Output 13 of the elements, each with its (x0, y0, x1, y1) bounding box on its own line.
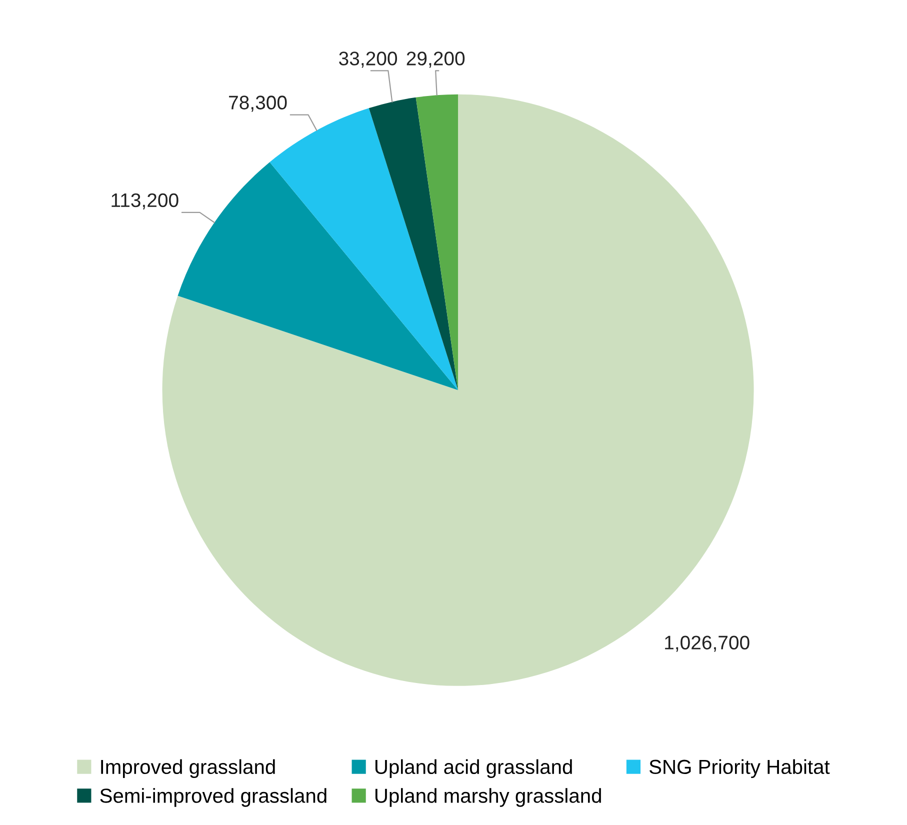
pie-slice (178, 162, 458, 390)
data-label: 1,026,700 (665, 636, 750, 652)
pie-slice (368, 97, 458, 390)
data-label: 33,200 (339, 52, 398, 68)
legend-label: Upland acid grassland (375, 759, 572, 778)
legend-label: SNG Priority Habitat (649, 759, 830, 778)
data-label: 78,300 (229, 96, 287, 112)
legend-label: Semi-improved grassland (100, 788, 326, 807)
legend-label: Upland marshy grassland (375, 788, 601, 807)
pie-slice (416, 94, 458, 390)
data-label: 113,200 (112, 193, 178, 210)
legend-label: Improved grassland (101, 759, 275, 778)
data-label: 29,200 (406, 52, 465, 68)
